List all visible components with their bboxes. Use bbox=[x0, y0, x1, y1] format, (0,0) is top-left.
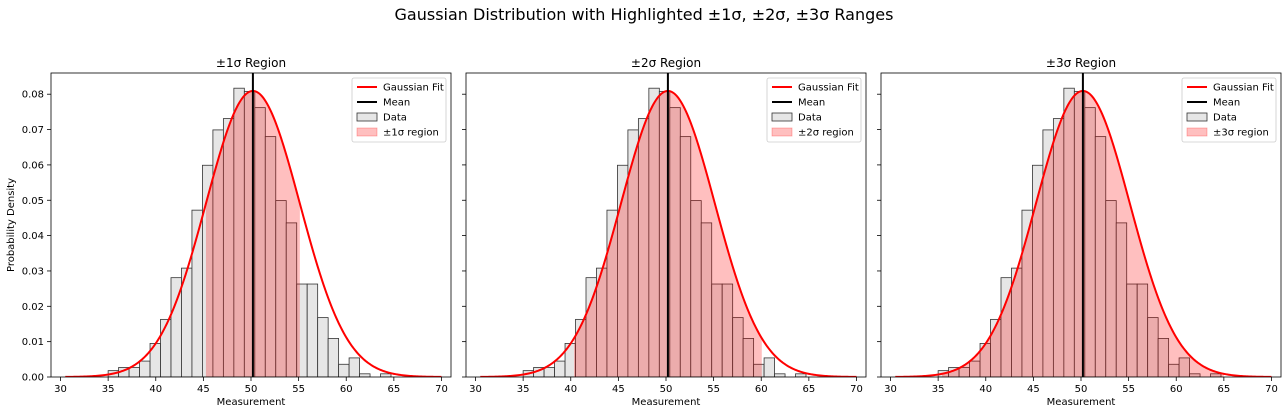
histogram-bar bbox=[774, 373, 786, 377]
legend-label: Mean bbox=[798, 98, 825, 109]
x-tick-label: 65 bbox=[802, 384, 815, 395]
x-tick-label: 55 bbox=[1122, 384, 1135, 395]
legend-data-swatch bbox=[356, 112, 378, 122]
y-tick-label: 0.05 bbox=[22, 196, 44, 207]
legend-region-swatch bbox=[771, 127, 793, 137]
legend-region-swatch bbox=[1186, 127, 1208, 137]
x-axis-label: Measurement bbox=[217, 397, 286, 408]
x-tick-label: 60 bbox=[340, 384, 353, 395]
y-tick-label: 0.08 bbox=[22, 90, 44, 101]
x-tick-label: 65 bbox=[387, 384, 400, 395]
panel-3: 30 35 40 45 50 55 60 65 70 ±3σ Region Measurement G… bbox=[877, 56, 1282, 408]
plot-area bbox=[480, 73, 857, 377]
x-tick-label: 35 bbox=[517, 384, 530, 395]
x-tick-label: 50 bbox=[660, 384, 673, 395]
legend-label: Mean bbox=[1213, 98, 1240, 109]
legend-label: Mean bbox=[383, 98, 410, 109]
histogram-bar bbox=[554, 360, 566, 377]
histogram-bar bbox=[306, 283, 319, 377]
figure-suptitle: Gaussian Distribution with Highlighted ±… bbox=[395, 5, 894, 24]
histogram-bar bbox=[128, 367, 140, 377]
legend: Gaussian Fit Mean Data ±3σ region bbox=[1181, 77, 1277, 143]
histogram-bar bbox=[380, 373, 392, 377]
histogram-bar bbox=[139, 360, 151, 377]
plot-area bbox=[895, 73, 1272, 377]
legend-label: ±1σ region bbox=[383, 128, 439, 139]
x-tick-label: 35 bbox=[102, 384, 115, 395]
histogram-bar bbox=[795, 373, 807, 377]
histogram-bar bbox=[317, 317, 329, 377]
x-axis-label: Measurement bbox=[1047, 397, 1116, 408]
y-tick-label: 0.06 bbox=[22, 160, 44, 171]
x-tick-label: 40 bbox=[979, 384, 992, 395]
panel-2: 30 35 40 45 50 55 60 65 70 ±2σ Region Measurement G… bbox=[462, 56, 867, 408]
panel-title: ±2σ Region bbox=[631, 56, 701, 70]
legend-label: Data bbox=[798, 113, 822, 124]
histogram-bar bbox=[327, 338, 340, 377]
x-tick-label: 45 bbox=[1027, 384, 1040, 395]
x-tick-label: 45 bbox=[197, 384, 210, 395]
x-tick-label: 30 bbox=[54, 384, 67, 395]
x-tick-label: 35 bbox=[932, 384, 945, 395]
legend-box bbox=[351, 77, 447, 143]
y-tick-label: 0.03 bbox=[22, 266, 44, 277]
y-tick-label: 0.07 bbox=[22, 125, 44, 136]
legend-label: Data bbox=[1213, 113, 1237, 124]
y-tick-label: 0.04 bbox=[22, 231, 44, 242]
x-tick-label: 55 bbox=[292, 384, 305, 395]
x-tick-label: 50 bbox=[1075, 384, 1088, 395]
legend: Gaussian Fit Mean Data ±2σ region bbox=[766, 77, 862, 143]
legend-label: Data bbox=[383, 113, 407, 124]
x-tick-label: 40 bbox=[564, 384, 577, 395]
panel-title: ±1σ Region bbox=[216, 56, 286, 70]
legend-region-swatch bbox=[356, 127, 378, 137]
x-tick-label: 70 bbox=[1265, 384, 1278, 395]
histogram-bar bbox=[359, 373, 371, 377]
x-tick-label: 45 bbox=[612, 384, 625, 395]
y-tick-label: 0.02 bbox=[22, 302, 44, 313]
legend-data-swatch bbox=[1186, 112, 1208, 122]
x-tick-label: 60 bbox=[755, 384, 768, 395]
histogram-bar bbox=[763, 357, 775, 377]
y-axis-label: Probability Density bbox=[6, 178, 17, 272]
legend-data-swatch bbox=[771, 112, 793, 122]
histogram-bar bbox=[348, 357, 360, 377]
x-tick-label: 30 bbox=[469, 384, 482, 395]
legend-label: ±2σ region bbox=[798, 128, 854, 139]
panel-title: ±3σ Region bbox=[1046, 56, 1116, 70]
x-tick-label: 30 bbox=[884, 384, 897, 395]
y-tick-label: 0.01 bbox=[22, 337, 44, 348]
legend-box bbox=[766, 77, 862, 143]
legend-label: Gaussian Fit bbox=[383, 83, 444, 94]
plot-area bbox=[65, 73, 442, 377]
histogram-bar bbox=[338, 363, 350, 377]
y-tick-label: 0.00 bbox=[22, 373, 44, 384]
legend-box bbox=[1181, 77, 1277, 143]
panel-1: 30 35 40 45 50 55 60 65 70 0.00 0.01 0.02 0.03 0.04 0.… bbox=[22, 56, 452, 408]
x-axis-label: Measurement bbox=[632, 397, 701, 408]
histogram-bar bbox=[543, 367, 555, 377]
legend: Gaussian Fit Mean Data ±1σ region bbox=[351, 77, 447, 143]
x-tick-label: 60 bbox=[1170, 384, 1183, 395]
panels: 30 35 40 45 50 55 60 65 70 0.00 0.01 0.02 0.03 0.04 0.… bbox=[22, 56, 1282, 408]
x-tick-label: 50 bbox=[245, 384, 258, 395]
x-tick-label: 70 bbox=[435, 384, 448, 395]
x-tick-label: 55 bbox=[707, 384, 720, 395]
legend-label: Gaussian Fit bbox=[798, 83, 859, 94]
x-tick-label: 40 bbox=[149, 384, 162, 395]
legend-label: Gaussian Fit bbox=[1213, 83, 1274, 94]
legend-label: ±3σ region bbox=[1213, 128, 1269, 139]
x-tick-label: 70 bbox=[850, 384, 863, 395]
x-tick-label: 65 bbox=[1217, 384, 1230, 395]
